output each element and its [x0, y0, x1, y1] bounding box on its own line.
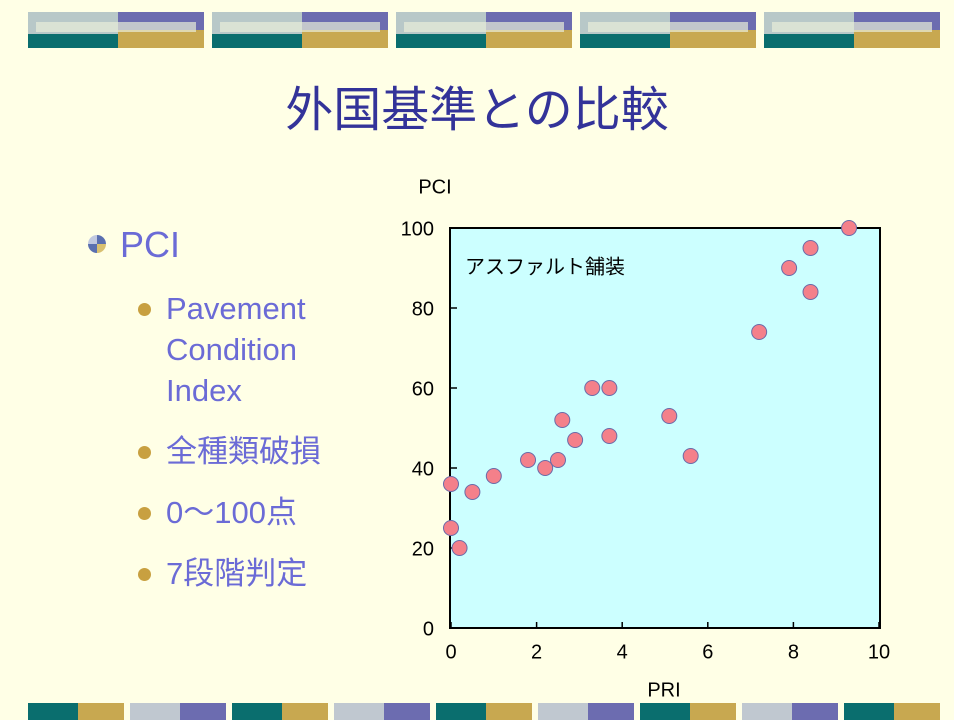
- deco-block: [118, 30, 204, 48]
- bullet-text: PCI: [120, 224, 181, 265]
- sub-bullets: Pavement Condition Index 全種類破損 0〜100点 7段階判定: [138, 288, 378, 614]
- point: [682, 448, 699, 464]
- deco-block: [130, 703, 180, 720]
- sub-bullet: 7段階判定: [138, 553, 378, 594]
- deco-block: [36, 22, 196, 32]
- deco-block: [844, 703, 894, 720]
- deco-block: [538, 703, 588, 720]
- y-tick-label: 80: [412, 298, 434, 320]
- point: [751, 324, 768, 340]
- deco-block: [690, 703, 736, 720]
- deco-block: [588, 22, 748, 32]
- point: [485, 468, 502, 484]
- y-tick-label: 40: [412, 458, 434, 480]
- point: [841, 220, 858, 236]
- x-tick-label: 6: [702, 641, 713, 663]
- deco-block: [670, 30, 756, 48]
- deco-block: [220, 22, 380, 32]
- point: [443, 520, 459, 536]
- deco-block: [396, 34, 486, 48]
- x-tick-label: 4: [617, 641, 628, 663]
- x-axis-title: PRI: [647, 679, 680, 701]
- point: [567, 432, 584, 448]
- deco-block: [78, 703, 124, 720]
- deco-block: [894, 703, 940, 720]
- deco-block: [180, 703, 226, 720]
- deco-block: [302, 30, 388, 48]
- deco-block: [404, 22, 564, 32]
- point: [601, 380, 618, 396]
- y-axis-title: PCI: [418, 176, 451, 198]
- point: [802, 284, 819, 300]
- deco-block: [384, 703, 430, 720]
- point: [520, 452, 537, 468]
- sub-bullet: 0〜100点: [138, 492, 378, 533]
- bullet-icon: [88, 235, 106, 253]
- deco-block: [792, 703, 838, 720]
- deco-block: [640, 703, 690, 720]
- point: [601, 428, 618, 444]
- y-tick-label: 0: [423, 618, 434, 640]
- deco-block: [854, 30, 940, 48]
- y-tick-label: 20: [412, 538, 434, 560]
- deco-block: [772, 22, 932, 32]
- decoration: [28, 12, 940, 720]
- deco-block: [282, 703, 328, 720]
- deco-block: [580, 34, 670, 48]
- deco-block: [28, 34, 118, 48]
- deco-block: [212, 34, 302, 48]
- point: [443, 476, 459, 492]
- bullet: PCI: [88, 224, 180, 266]
- deco-block: [764, 34, 854, 48]
- y-tick-label: 100: [401, 218, 434, 240]
- point: [781, 260, 798, 276]
- x-tick-label: 10: [868, 641, 890, 663]
- point: [451, 540, 468, 556]
- x-tick-label: 2: [531, 641, 542, 663]
- x-tick-label: 0: [445, 641, 456, 663]
- point: [554, 412, 571, 428]
- annotation: アスファルト舗装: [465, 255, 625, 278]
- point: [537, 460, 554, 476]
- deco-block: [334, 703, 384, 720]
- point: [661, 408, 678, 424]
- deco-block: [28, 703, 78, 720]
- deco-block: [436, 703, 486, 720]
- y-tick-label: 60: [412, 378, 434, 400]
- point: [550, 452, 566, 468]
- sub-bullet: 全種類破損: [138, 431, 378, 472]
- point: [584, 380, 601, 396]
- point: [802, 240, 819, 256]
- deco-block: [486, 703, 532, 720]
- point: [464, 484, 481, 500]
- x-tick-label: 8: [788, 641, 799, 663]
- deco-block: [742, 703, 792, 720]
- deco-block: [232, 703, 282, 720]
- slide-title: 外国基準との比較: [285, 84, 669, 137]
- sub-bullet: Pavement Condition Index: [138, 288, 378, 411]
- deco-block: [588, 703, 634, 720]
- deco-block: [486, 30, 572, 48]
